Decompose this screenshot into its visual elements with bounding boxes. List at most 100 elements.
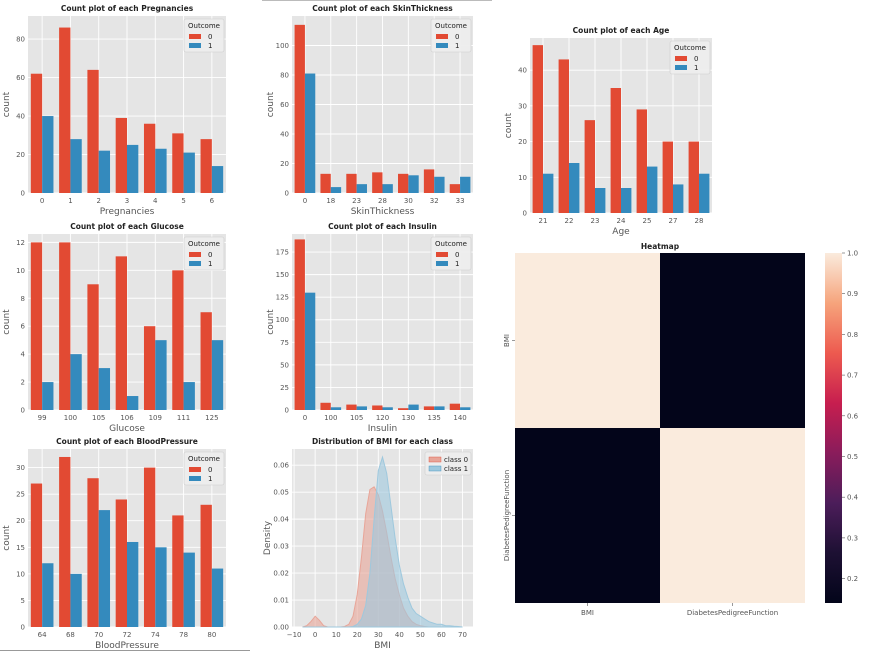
bar (356, 184, 367, 193)
bar (70, 354, 82, 410)
y-tick-label: 20 (16, 517, 25, 525)
chart-svg: Count plot of each Pregnancies0204060800… (2, 4, 226, 217)
legend-swatch (675, 56, 687, 61)
bar (59, 27, 71, 194)
x-tick-label: 40 (395, 631, 404, 639)
chart-heatmap: Heatmap BMI DiabetesPedigreeFunction BMI Dia… (496, 238, 871, 628)
bar (172, 133, 184, 193)
heatmap-cell (515, 428, 660, 603)
legend-swatch (189, 476, 201, 481)
y-tick-label: 10 (16, 570, 25, 578)
y-axis-label: count (2, 91, 12, 117)
y-tick-label: 100 (276, 42, 289, 50)
legend-swatch (675, 65, 687, 70)
bar (98, 368, 111, 410)
bar (647, 166, 658, 213)
bar (662, 141, 673, 213)
y-tick-label: 60 (280, 101, 289, 109)
colorbar (825, 253, 842, 603)
chart-title: Heatmap (641, 242, 680, 251)
bar (408, 404, 419, 410)
y-tick-label: 20 (16, 151, 25, 159)
legend-label: 0 (208, 466, 212, 474)
x-tick-label: 0 (303, 197, 307, 205)
heatmap-cell (515, 253, 660, 428)
x-tick-label: BMI (581, 609, 594, 617)
x-tick-label: 6 (210, 197, 215, 205)
x-tick-label: 111 (177, 414, 190, 422)
y-axis-label: count (266, 309, 276, 335)
legend-label: 1 (208, 260, 212, 268)
x-tick-label: 50 (416, 631, 425, 639)
x-tick-label: 0 (40, 197, 44, 205)
bar (70, 139, 82, 193)
legend-label: class 0 (444, 456, 468, 464)
bar (398, 173, 409, 193)
bar (143, 467, 156, 627)
x-tick-label: 5 (181, 197, 185, 205)
x-tick-label: 105 (92, 414, 105, 422)
x-tick-label: 3 (125, 197, 129, 205)
x-tick-label: 24 (617, 217, 626, 225)
chart-svg: Count plot of each SkinThickness 0 20 40 60 8… (266, 4, 473, 217)
bar (423, 406, 435, 410)
chart-title: Count plot of each SkinThickness (312, 4, 453, 13)
y-tick-label: 0 (523, 210, 527, 218)
chart-title: Count plot of each Glucose (70, 222, 184, 231)
heatmap-cell (660, 428, 805, 603)
chart-glucose: Count plot of each Glucose 0 2 4 6 8 10 12 99 100… (0, 218, 250, 436)
bar (143, 123, 156, 193)
x-tick-label: 100 (324, 414, 337, 422)
y-tick-label: 30 (16, 464, 25, 472)
y-tick-label: 40 (518, 67, 527, 75)
bar (211, 568, 224, 627)
chart-insulin: Count plot of each Insulin 0 25 50 75 100 125 1… (262, 218, 492, 436)
colorbar-tick-label: 0.6 (847, 412, 859, 420)
bar (320, 402, 331, 410)
x-tick-label: 10 (332, 631, 341, 639)
x-tick-label: 30 (374, 631, 383, 639)
x-tick-label: 68 (66, 631, 75, 639)
legend-label: 1 (208, 42, 212, 50)
y-tick-label: 100 (276, 316, 289, 324)
x-tick-label: 135 (428, 414, 441, 422)
legend-swatch (436, 34, 448, 39)
y-tick-label: 40 (16, 113, 25, 121)
y-tick-label: 0.03 (273, 543, 289, 551)
bar (621, 188, 632, 213)
x-tick-label: 109 (149, 414, 162, 422)
bar (42, 563, 54, 627)
y-tick-label: 10 (518, 174, 527, 182)
bar (346, 404, 357, 410)
colorbar-tick-label: 0.7 (847, 372, 858, 380)
legend-swatch (436, 43, 448, 48)
chart-svg: Heatmap BMI DiabetesPedigreeFunction BMI Dia… (503, 242, 859, 617)
y-tick-label: 50 (280, 361, 289, 369)
bar (699, 173, 710, 213)
y-tick-label: 60 (16, 74, 25, 82)
chart-title: Distribution of BMI for each class (312, 437, 454, 446)
y-tick-label: 0.06 (273, 462, 289, 470)
colorbar-tick-label: 0.2 (847, 575, 858, 583)
legend-label: class 1 (444, 465, 468, 473)
colorbar-tick-label: 0.8 (847, 331, 858, 339)
bar (87, 69, 99, 193)
x-tick-label: 0 (303, 414, 307, 422)
y-axis-label: Density (263, 520, 273, 555)
bar (30, 483, 43, 627)
colorbar-tick-label: 0.4 (847, 494, 859, 502)
bar (543, 173, 554, 213)
legend-swatch (428, 465, 442, 472)
bar (423, 169, 435, 193)
y-tick-label: 2 (21, 379, 25, 387)
bar (87, 284, 99, 410)
bar (98, 150, 111, 193)
bar (330, 407, 342, 410)
x-tick-label: 25 (643, 217, 652, 225)
bar (183, 152, 195, 193)
bar (200, 139, 212, 193)
x-tick-label: 2 (96, 197, 100, 205)
bar (460, 407, 471, 410)
y-tick-label: 0 (21, 190, 25, 198)
